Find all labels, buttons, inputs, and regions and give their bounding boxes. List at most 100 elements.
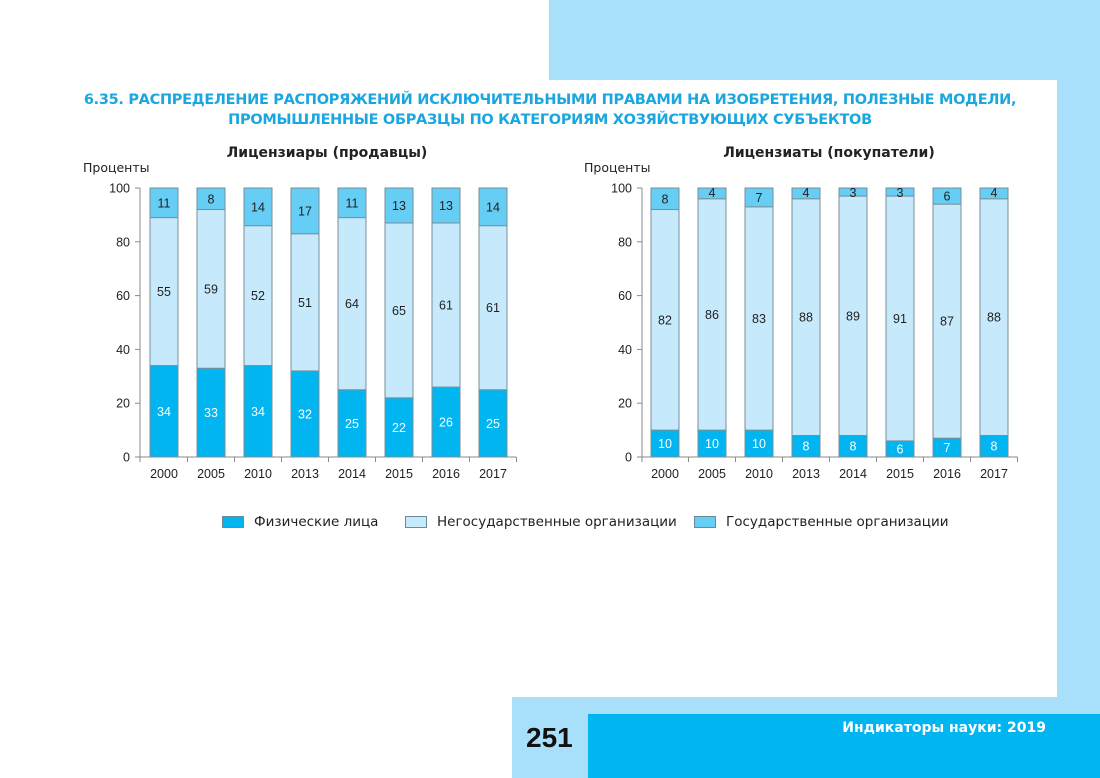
data-label: 51 xyxy=(298,296,312,310)
data-label: 33 xyxy=(204,406,218,420)
data-label: 89 xyxy=(846,309,860,323)
bar-segment xyxy=(337,389,367,458)
data-label: 34 xyxy=(251,405,265,419)
legend-item-state: Государственные организации xyxy=(694,514,949,530)
bar-segment xyxy=(838,195,868,436)
data-label: 10 xyxy=(705,437,719,451)
bar-segment xyxy=(979,198,1009,436)
data-label: 86 xyxy=(705,308,719,322)
y-tick-label: 60 xyxy=(116,289,130,303)
data-label: 13 xyxy=(392,199,406,213)
x-tick-label: 2010 xyxy=(745,467,773,481)
figure-title-line-1: 6.35. РАСПРЕДЕЛЕНИЕ РАСПОРЯЖЕНИЙ ИСКЛЮЧИ… xyxy=(83,92,1017,108)
bar-segment xyxy=(196,187,226,211)
bar-segment xyxy=(478,225,508,391)
legend-item-non-state: Негосударственные организации xyxy=(405,514,677,530)
bar-segment xyxy=(885,187,915,197)
data-label: 83 xyxy=(752,312,766,326)
bar-segment xyxy=(697,198,727,431)
bar-segment xyxy=(431,222,461,388)
data-label: 64 xyxy=(345,297,359,311)
bar-segment xyxy=(431,386,461,458)
bar-segment xyxy=(744,429,774,458)
bar-segment xyxy=(744,187,774,208)
bar-segment xyxy=(384,397,414,458)
publication-title: Индикаторы науки: 2019 xyxy=(842,720,1046,736)
data-label: 10 xyxy=(658,437,672,451)
x-tick-label: 2005 xyxy=(698,467,726,481)
bar-segment xyxy=(196,209,226,369)
bar-segment xyxy=(932,203,962,439)
bar-segment xyxy=(384,222,414,399)
data-label: 8 xyxy=(991,440,998,454)
data-label: 55 xyxy=(157,285,171,299)
y-tick-label: 40 xyxy=(618,343,632,357)
data-label: 82 xyxy=(658,313,672,327)
bar-segment xyxy=(650,209,680,431)
chart-title: Лицензиары (продавцы) xyxy=(227,145,428,161)
decorative-right-band xyxy=(1057,0,1100,778)
legend-label: Физические лица xyxy=(254,514,379,530)
x-tick-label: 2017 xyxy=(479,467,507,481)
bar-segment xyxy=(196,367,226,458)
legend-label: Негосударственные организации xyxy=(437,514,677,530)
bar-segment xyxy=(791,187,821,200)
figure-title: 6.35. РАСПРЕДЕЛЕНИЕ РАСПОРЯЖЕНИЙ ИСКЛЮЧИ… xyxy=(0,90,1100,130)
data-label: 8 xyxy=(850,440,857,454)
chart-title: Лицензиаты (покупатели) xyxy=(723,145,935,161)
bar-segment xyxy=(650,187,680,211)
data-label: 61 xyxy=(486,301,500,315)
data-label: 7 xyxy=(756,191,763,205)
x-tick-label: 2016 xyxy=(432,467,460,481)
bar-segment xyxy=(243,225,273,367)
data-label: 22 xyxy=(392,421,406,435)
y-tick-label: 20 xyxy=(618,397,632,411)
x-tick-label: 2000 xyxy=(150,467,178,481)
bar-segment xyxy=(243,365,273,458)
data-label: 65 xyxy=(392,304,406,318)
data-label: 13 xyxy=(439,199,453,213)
x-tick-label: 2005 xyxy=(197,467,225,481)
bar-segment xyxy=(337,187,367,219)
data-label: 8 xyxy=(208,192,215,206)
y-axis-label: Проценты xyxy=(584,160,651,175)
bar-segment xyxy=(149,217,179,367)
data-label: 7 xyxy=(944,441,951,455)
footer-band xyxy=(588,714,1100,778)
data-label: 14 xyxy=(251,200,265,214)
data-label: 34 xyxy=(157,405,171,419)
y-axis-label: Проценты xyxy=(83,160,150,175)
y-tick-label: 20 xyxy=(116,397,130,411)
data-label: 8 xyxy=(662,192,669,206)
x-tick-label: 2017 xyxy=(980,467,1008,481)
legend-swatch-individuals xyxy=(222,516,244,528)
bar-segment xyxy=(478,187,508,227)
data-label: 59 xyxy=(204,282,218,296)
chart-licensors: Лицензиары (продавцы) Проценты 0 20 40 60 80 10… xyxy=(83,145,517,481)
x-tick-label: 2015 xyxy=(886,467,914,481)
x-tick-label: 2014 xyxy=(839,467,867,481)
bar-segment xyxy=(885,195,915,442)
x-tick-label: 2010 xyxy=(244,467,272,481)
legend-swatch-non-state xyxy=(405,516,427,528)
page-number: 251 xyxy=(526,722,573,753)
figure-title-line-2: ПРОМЫШЛЕННЫЕ ОБРАЗЦЫ ПО КАТЕГОРИЯМ ХОЗЯЙ… xyxy=(228,112,872,128)
data-label: 3 xyxy=(897,186,904,200)
data-label: 4 xyxy=(803,186,810,200)
y-tick-label: 80 xyxy=(116,235,130,249)
bar-segment xyxy=(932,187,962,205)
bar-segment xyxy=(290,187,320,235)
bar-segment xyxy=(290,233,320,372)
data-label: 8 xyxy=(803,440,810,454)
data-label: 4 xyxy=(991,186,998,200)
y-tick-label: 0 xyxy=(625,451,632,465)
bar-segment xyxy=(697,429,727,458)
x-tick-label: 2014 xyxy=(338,467,366,481)
data-label: 25 xyxy=(486,417,500,431)
data-label: 10 xyxy=(752,437,766,451)
bar-segment xyxy=(384,187,414,224)
data-label: 26 xyxy=(439,416,453,430)
data-label: 11 xyxy=(158,196,171,210)
bar-segment xyxy=(431,187,461,224)
bar-segment xyxy=(243,187,273,227)
